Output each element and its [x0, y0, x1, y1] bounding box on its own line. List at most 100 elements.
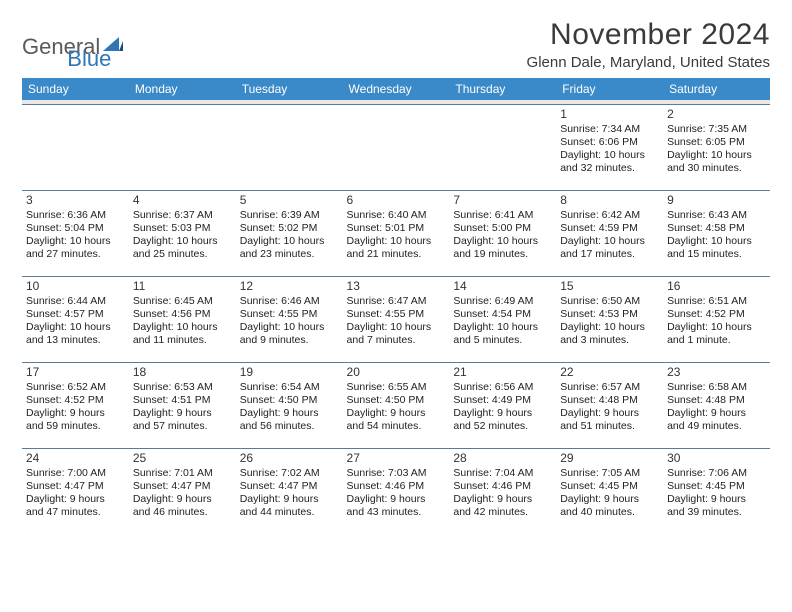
- day-number: 19: [240, 365, 339, 380]
- cell-line: Sunset: 5:02 PM: [240, 222, 339, 235]
- calendar-week: 1Sunrise: 7:34 AMSunset: 6:06 PMDaylight…: [22, 104, 770, 190]
- cell-line: Sunrise: 7:03 AM: [347, 467, 446, 480]
- cell-line: Daylight: 10 hours: [453, 321, 552, 334]
- calendar-cell: 14Sunrise: 6:49 AMSunset: 4:54 PMDayligh…: [449, 276, 556, 362]
- calendar-week: 3Sunrise: 6:36 AMSunset: 5:04 PMDaylight…: [22, 190, 770, 276]
- cell-line: and 49 minutes.: [667, 420, 766, 433]
- day-number: 4: [133, 193, 232, 208]
- cell-line: Daylight: 10 hours: [667, 235, 766, 248]
- calendar-cell: 15Sunrise: 6:50 AMSunset: 4:53 PMDayligh…: [556, 276, 663, 362]
- cell-line: Sunset: 4:47 PM: [240, 480, 339, 493]
- cell-line: and 51 minutes.: [560, 420, 659, 433]
- day-number: 11: [133, 279, 232, 294]
- cell-line: and 30 minutes.: [667, 162, 766, 175]
- day-number: 3: [26, 193, 125, 208]
- cell-line: and 15 minutes.: [667, 248, 766, 261]
- calendar-cell: 25Sunrise: 7:01 AMSunset: 4:47 PMDayligh…: [129, 448, 236, 534]
- cell-line: Daylight: 9 hours: [453, 407, 552, 420]
- cell-line: Daylight: 9 hours: [347, 407, 446, 420]
- day-number: 13: [347, 279, 446, 294]
- cell-line: Daylight: 9 hours: [347, 493, 446, 506]
- cell-line: Daylight: 10 hours: [26, 235, 125, 248]
- calendar-cell: 27Sunrise: 7:03 AMSunset: 4:46 PMDayligh…: [343, 448, 450, 534]
- cell-line: Sunset: 4:50 PM: [240, 394, 339, 407]
- cell-line: Daylight: 10 hours: [133, 235, 232, 248]
- day-number: 10: [26, 279, 125, 294]
- day-number: 17: [26, 365, 125, 380]
- cell-line: Sunrise: 6:36 AM: [26, 209, 125, 222]
- day-number: 20: [347, 365, 446, 380]
- cell-line: Daylight: 9 hours: [667, 407, 766, 420]
- cell-line: Daylight: 10 hours: [453, 235, 552, 248]
- cell-line: Sunset: 4:55 PM: [347, 308, 446, 321]
- cell-line: Sunrise: 7:34 AM: [560, 123, 659, 136]
- cell-line: Daylight: 9 hours: [240, 493, 339, 506]
- cell-line: Daylight: 10 hours: [560, 235, 659, 248]
- cell-line: Sunrise: 7:06 AM: [667, 467, 766, 480]
- day-number: 29: [560, 451, 659, 466]
- cell-line: Sunset: 4:54 PM: [453, 308, 552, 321]
- calendar-cell: 29Sunrise: 7:05 AMSunset: 4:45 PMDayligh…: [556, 448, 663, 534]
- cell-line: and 19 minutes.: [453, 248, 552, 261]
- cell-line: and 47 minutes.: [26, 506, 125, 519]
- column-header: Wednesday: [343, 78, 450, 100]
- calendar-header: SundayMondayTuesdayWednesdayThursdayFrid…: [22, 78, 770, 100]
- cell-line: Daylight: 9 hours: [560, 407, 659, 420]
- calendar-week: 10Sunrise: 6:44 AMSunset: 4:57 PMDayligh…: [22, 276, 770, 362]
- calendar-cell: 4Sunrise: 6:37 AMSunset: 5:03 PMDaylight…: [129, 190, 236, 276]
- cell-line: and 11 minutes.: [133, 334, 232, 347]
- cell-line: Sunrise: 6:47 AM: [347, 295, 446, 308]
- cell-line: Sunrise: 7:04 AM: [453, 467, 552, 480]
- cell-line: Daylight: 10 hours: [667, 321, 766, 334]
- day-number: 30: [667, 451, 766, 466]
- cell-line: Sunset: 4:48 PM: [667, 394, 766, 407]
- location-subtitle: Glenn Dale, Maryland, United States: [527, 54, 770, 71]
- calendar-cell: 13Sunrise: 6:47 AMSunset: 4:55 PMDayligh…: [343, 276, 450, 362]
- calendar-week: 24Sunrise: 7:00 AMSunset: 4:47 PMDayligh…: [22, 448, 770, 534]
- cell-line: Daylight: 9 hours: [240, 407, 339, 420]
- cell-line: Sunrise: 6:57 AM: [560, 381, 659, 394]
- cell-line: Sunset: 4:47 PM: [26, 480, 125, 493]
- cell-line: Daylight: 10 hours: [133, 321, 232, 334]
- calendar-cell: 16Sunrise: 6:51 AMSunset: 4:52 PMDayligh…: [663, 276, 770, 362]
- cell-line: Sunset: 5:03 PM: [133, 222, 232, 235]
- cell-line: Daylight: 10 hours: [347, 235, 446, 248]
- cell-line: Sunrise: 6:42 AM: [560, 209, 659, 222]
- header: General Blue November 2024 Glenn Dale, M…: [22, 18, 770, 72]
- cell-line: and 56 minutes.: [240, 420, 339, 433]
- cell-line: Sunrise: 6:58 AM: [667, 381, 766, 394]
- cell-line: and 32 minutes.: [560, 162, 659, 175]
- cell-line: Sunset: 5:04 PM: [26, 222, 125, 235]
- cell-line: Sunset: 4:57 PM: [26, 308, 125, 321]
- cell-line: Sunset: 4:45 PM: [667, 480, 766, 493]
- calendar-cell: [129, 104, 236, 190]
- cell-line: Daylight: 10 hours: [667, 149, 766, 162]
- day-number: 9: [667, 193, 766, 208]
- cell-line: and 9 minutes.: [240, 334, 339, 347]
- cell-line: and 1 minute.: [667, 334, 766, 347]
- cell-line: Daylight: 9 hours: [26, 493, 125, 506]
- day-number: 25: [133, 451, 232, 466]
- cell-line: Sunset: 4:49 PM: [453, 394, 552, 407]
- cell-line: Sunset: 4:58 PM: [667, 222, 766, 235]
- cell-line: and 3 minutes.: [560, 334, 659, 347]
- calendar-cell: 3Sunrise: 6:36 AMSunset: 5:04 PMDaylight…: [22, 190, 129, 276]
- day-number: 7: [453, 193, 552, 208]
- cell-line: Sunset: 4:53 PM: [560, 308, 659, 321]
- column-header: Friday: [556, 78, 663, 100]
- logo-text-blue: Blue: [67, 46, 111, 72]
- calendar-cell: 11Sunrise: 6:45 AMSunset: 4:56 PMDayligh…: [129, 276, 236, 362]
- calendar-cell: 12Sunrise: 6:46 AMSunset: 4:55 PMDayligh…: [236, 276, 343, 362]
- calendar-cell: 19Sunrise: 6:54 AMSunset: 4:50 PMDayligh…: [236, 362, 343, 448]
- calendar-cell: 26Sunrise: 7:02 AMSunset: 4:47 PMDayligh…: [236, 448, 343, 534]
- day-number: 14: [453, 279, 552, 294]
- cell-line: and 7 minutes.: [347, 334, 446, 347]
- cell-line: Sunset: 4:52 PM: [26, 394, 125, 407]
- cell-line: and 54 minutes.: [347, 420, 446, 433]
- calendar-cell: 10Sunrise: 6:44 AMSunset: 4:57 PMDayligh…: [22, 276, 129, 362]
- day-number: 15: [560, 279, 659, 294]
- day-number: 22: [560, 365, 659, 380]
- cell-line: Daylight: 9 hours: [133, 407, 232, 420]
- cell-line: Daylight: 10 hours: [560, 149, 659, 162]
- cell-line: Sunrise: 6:50 AM: [560, 295, 659, 308]
